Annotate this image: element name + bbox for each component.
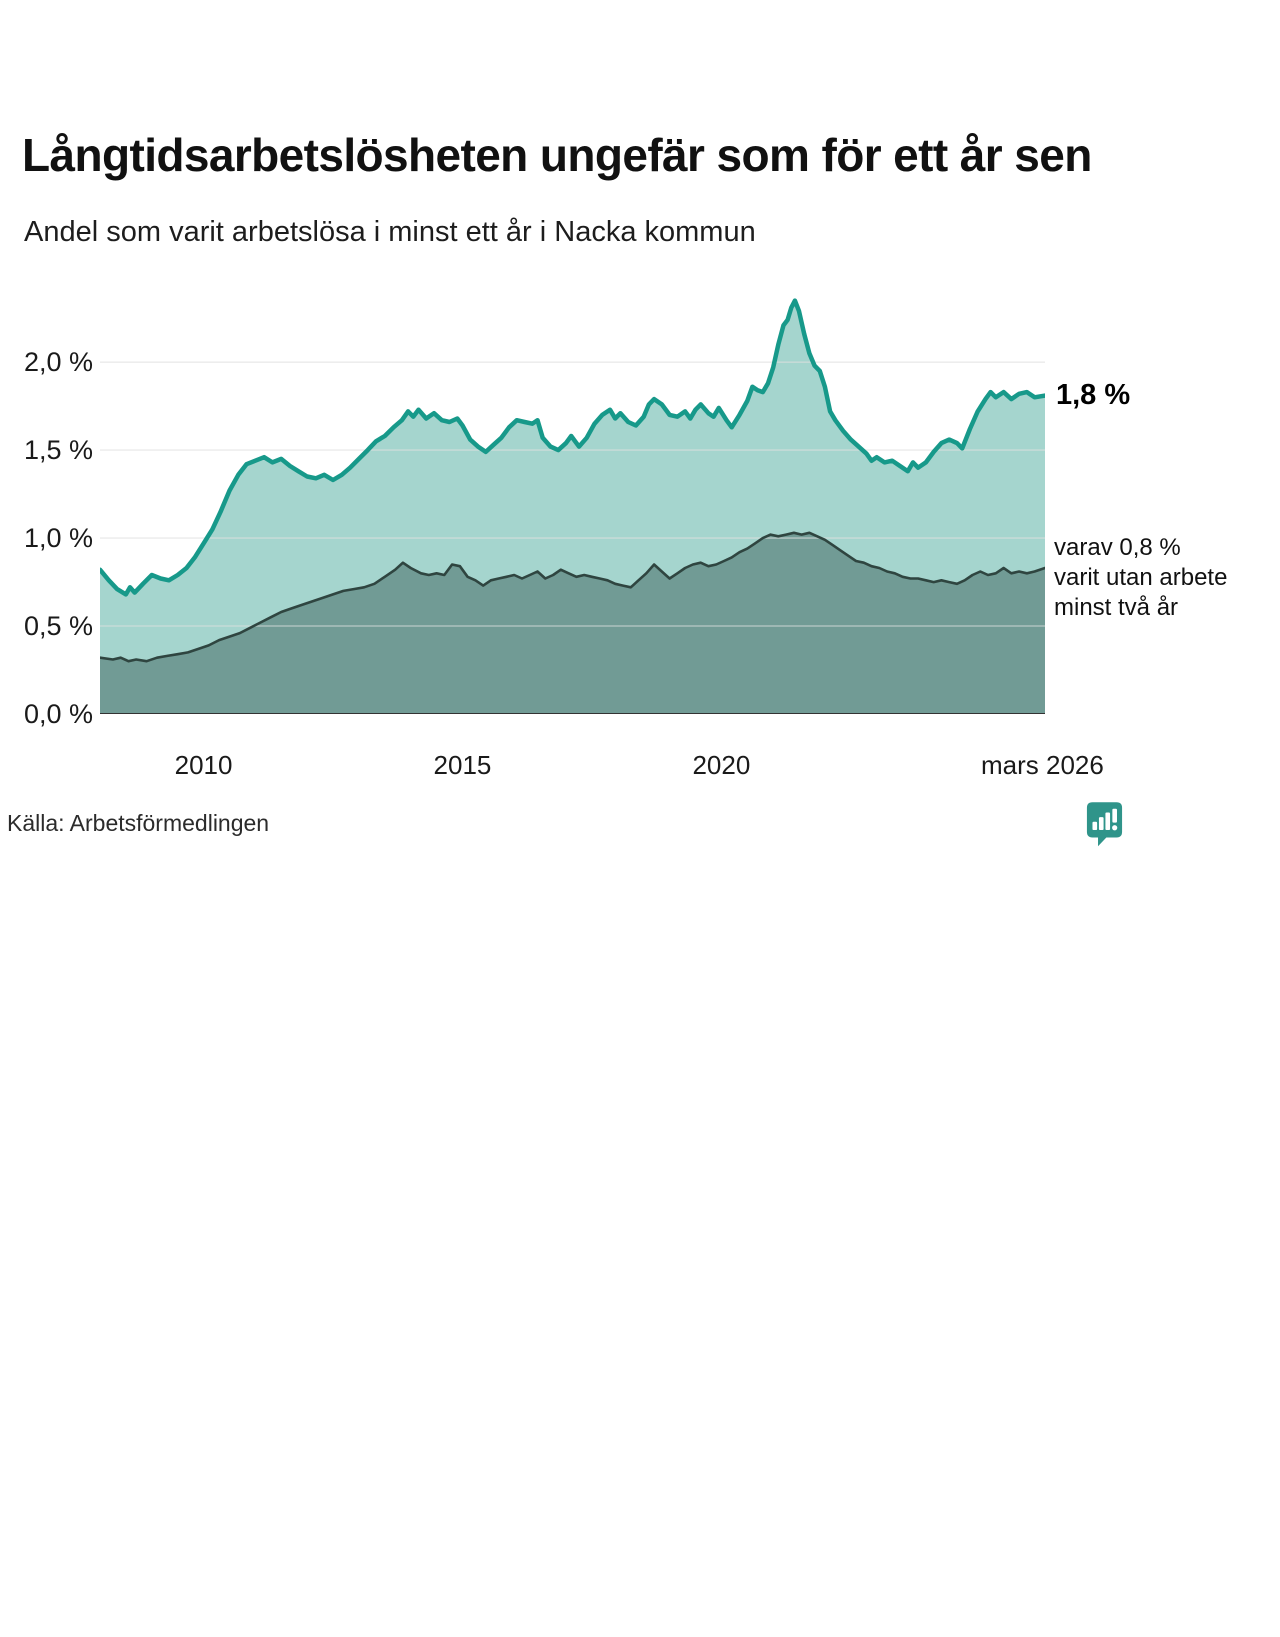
newsworthy-logo-icon: [1086, 802, 1123, 847]
x-axis-tick-label: 2010: [174, 750, 233, 780]
secondary-annotation-line: varit utan arbete: [1054, 564, 1228, 591]
y-axis-tick-label: 2,0 %: [23, 347, 93, 378]
y-axis-tick-label: 0,0 %: [23, 699, 93, 729]
series-line-1: [98, 531, 1047, 663]
chart-canvas: Långtidsarbetslösheten ungefär som för e…: [7, 129, 1228, 847]
latest-value-label: 1,8 %: [1056, 379, 1131, 411]
y-axis-tick-label: 0,5 %: [23, 611, 93, 642]
y-axis-tick-label: 1,0 %: [23, 523, 93, 554]
secondary-annotation-line: minst två år: [1054, 594, 1179, 621]
area-chart-svg: [97, 298, 1048, 715]
x-axis-tick-label: 2020: [692, 750, 751, 780]
chart-subtitle: Andel som varit arbetslösa i minst ett å…: [24, 216, 756, 248]
y-axis-tick-label: 1,5 %: [23, 435, 93, 466]
series-fill-1: [100, 532, 1045, 714]
area-chart-plot: [97, 283, 1048, 715]
source-attribution: Källa: Arbetsförmedlingen: [7, 810, 270, 836]
secondary-value-annotation: varav 0,8 % varit utan arbete minst två …: [1054, 533, 1227, 623]
x-axis-tick-label: mars 2026: [980, 750, 1104, 780]
chart-title: Långtidsarbetslösheten ungefär som för e…: [22, 129, 1092, 181]
x-axis-tick-label: 2015: [433, 750, 492, 780]
series-line-0: [97, 298, 1048, 597]
secondary-annotation-line: varav 0,8 %: [1054, 534, 1181, 561]
